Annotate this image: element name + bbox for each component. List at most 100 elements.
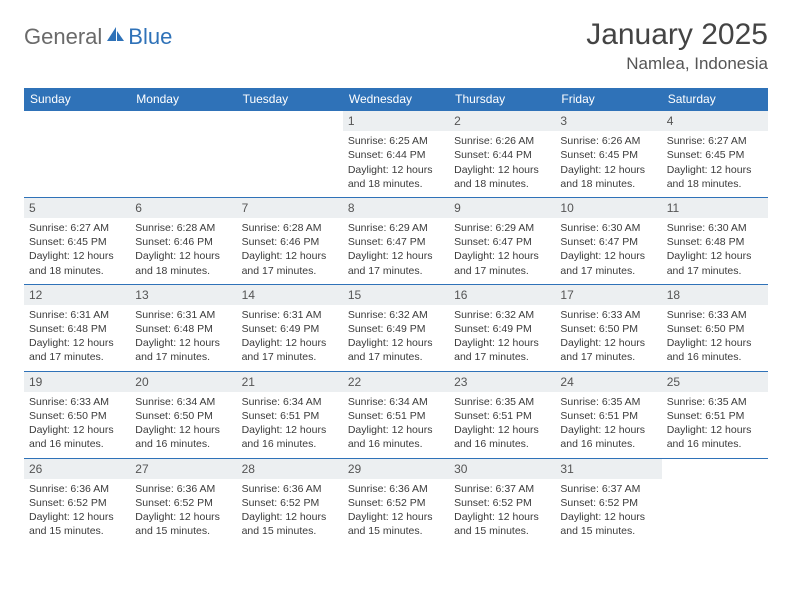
daylight-line: Daylight: 12 hours and 16 minutes.: [348, 423, 444, 451]
sunrise-line: Sunrise: 6:30 AM: [560, 221, 656, 235]
day-number: 5: [24, 198, 130, 218]
sunrise-line: Sunrise: 6:36 AM: [348, 482, 444, 496]
day-number: 23: [449, 372, 555, 392]
daylight-line: Daylight: 12 hours and 17 minutes.: [135, 336, 231, 364]
calendar-day: 16Sunrise: 6:32 AMSunset: 6:49 PMDayligh…: [449, 284, 555, 371]
sunrise-line: Sunrise: 6:25 AM: [348, 134, 444, 148]
day-number: 1: [343, 111, 449, 131]
day-number: 6: [130, 198, 236, 218]
sunset-line: Sunset: 6:51 PM: [667, 409, 763, 423]
sunrise-line: Sunrise: 6:26 AM: [560, 134, 656, 148]
calendar-day: 17Sunrise: 6:33 AMSunset: 6:50 PMDayligh…: [555, 284, 661, 371]
calendar-empty: [24, 111, 130, 198]
sunrise-line: Sunrise: 6:34 AM: [242, 395, 338, 409]
daylight-line: Daylight: 12 hours and 17 minutes.: [242, 249, 338, 277]
sunrise-line: Sunrise: 6:36 AM: [135, 482, 231, 496]
daylight-line: Daylight: 12 hours and 17 minutes.: [29, 336, 125, 364]
sunset-line: Sunset: 6:48 PM: [667, 235, 763, 249]
daylight-line: Daylight: 12 hours and 15 minutes.: [29, 510, 125, 538]
logo-text-general: General: [24, 24, 102, 50]
calendar-day: 22Sunrise: 6:34 AMSunset: 6:51 PMDayligh…: [343, 371, 449, 458]
sunrise-line: Sunrise: 6:32 AM: [348, 308, 444, 322]
day-number: 17: [555, 285, 661, 305]
calendar-day: 31Sunrise: 6:37 AMSunset: 6:52 PMDayligh…: [555, 458, 661, 544]
sunset-line: Sunset: 6:51 PM: [454, 409, 550, 423]
title-block: January 2025 Namlea, Indonesia: [586, 18, 768, 74]
day-number: 31: [555, 459, 661, 479]
sunrise-line: Sunrise: 6:35 AM: [667, 395, 763, 409]
calendar-day: 20Sunrise: 6:34 AMSunset: 6:50 PMDayligh…: [130, 371, 236, 458]
sunrise-line: Sunrise: 6:32 AM: [454, 308, 550, 322]
calendar-day: 28Sunrise: 6:36 AMSunset: 6:52 PMDayligh…: [237, 458, 343, 544]
sunrise-line: Sunrise: 6:37 AM: [454, 482, 550, 496]
daylight-line: Daylight: 12 hours and 18 minutes.: [454, 163, 550, 191]
calendar-day: 25Sunrise: 6:35 AMSunset: 6:51 PMDayligh…: [662, 371, 768, 458]
day-number: 4: [662, 111, 768, 131]
daylight-line: Daylight: 12 hours and 16 minutes.: [135, 423, 231, 451]
calendar-day: 15Sunrise: 6:32 AMSunset: 6:49 PMDayligh…: [343, 284, 449, 371]
calendar-day: 2Sunrise: 6:26 AMSunset: 6:44 PMDaylight…: [449, 111, 555, 198]
day-number: 18: [662, 285, 768, 305]
sunrise-line: Sunrise: 6:26 AM: [454, 134, 550, 148]
sunrise-line: Sunrise: 6:34 AM: [348, 395, 444, 409]
calendar-day: 1Sunrise: 6:25 AMSunset: 6:44 PMDaylight…: [343, 111, 449, 198]
sunset-line: Sunset: 6:52 PM: [135, 496, 231, 510]
calendar-day: 10Sunrise: 6:30 AMSunset: 6:47 PMDayligh…: [555, 197, 661, 284]
calendar-day: 21 Sunrise: 6:34 AMSunset: 6:51 PMDayligh…: [237, 371, 343, 458]
sunrise-line: Sunrise: 6:30 AM: [667, 221, 763, 235]
calendar-day: 7Sunrise: 6:28 AMSunset: 6:46 PMDaylight…: [237, 197, 343, 284]
calendar-day: 11Sunrise: 6:30 AMSunset: 6:48 PMDayligh…: [662, 197, 768, 284]
sunset-line: Sunset: 6:45 PM: [560, 148, 656, 162]
sunset-line: Sunset: 6:48 PM: [29, 322, 125, 336]
calendar-day: 26Sunrise: 6:36 AMSunset: 6:52 PMDayligh…: [24, 458, 130, 544]
sunset-line: Sunset: 6:46 PM: [135, 235, 231, 249]
calendar-day: 6Sunrise: 6:28 AMSunset: 6:46 PMDaylight…: [130, 197, 236, 284]
sunrise-line: Sunrise: 6:27 AM: [29, 221, 125, 235]
calendar-week: 12Sunrise: 6:31 AMSunset: 6:48 PMDayligh…: [24, 284, 768, 371]
sunrise-line: Sunrise: 6:33 AM: [667, 308, 763, 322]
day-number: 30: [449, 459, 555, 479]
sunset-line: Sunset: 6:44 PM: [454, 148, 550, 162]
calendar-table: SundayMondayTuesdayWednesdayThursdayFrid…: [24, 88, 768, 544]
calendar-empty: [662, 458, 768, 544]
calendar-day: 8Sunrise: 6:29 AMSunset: 6:47 PMDaylight…: [343, 197, 449, 284]
day-number: 15: [343, 285, 449, 305]
sunrise-line: Sunrise: 6:29 AM: [454, 221, 550, 235]
day-number: 13: [130, 285, 236, 305]
sunrise-line: Sunrise: 6:37 AM: [560, 482, 656, 496]
calendar-day: 4Sunrise: 6:27 AMSunset: 6:45 PMDaylight…: [662, 111, 768, 198]
sunset-line: Sunset: 6:49 PM: [242, 322, 338, 336]
sunrise-line: Sunrise: 6:31 AM: [135, 308, 231, 322]
dayname-friday: Friday: [555, 88, 661, 111]
sunrise-line: Sunrise: 6:27 AM: [667, 134, 763, 148]
logo-sail-icon: [105, 25, 125, 50]
daylight-line: Daylight: 12 hours and 17 minutes.: [348, 249, 444, 277]
calendar-day: 5Sunrise: 6:27 AMSunset: 6:45 PMDaylight…: [24, 197, 130, 284]
daylight-line: Daylight: 12 hours and 16 minutes.: [29, 423, 125, 451]
sunset-line: Sunset: 6:52 PM: [560, 496, 656, 510]
sunrise-line: Sunrise: 6:28 AM: [242, 221, 338, 235]
calendar-day: 12Sunrise: 6:31 AMSunset: 6:48 PMDayligh…: [24, 284, 130, 371]
header-row: General Blue January 2025 Namlea, Indone…: [24, 18, 768, 74]
daylight-line: Daylight: 12 hours and 16 minutes.: [667, 336, 763, 364]
calendar-empty: [237, 111, 343, 198]
day-number: 28: [237, 459, 343, 479]
day-number: 21: [237, 372, 343, 392]
sunset-line: Sunset: 6:50 PM: [560, 322, 656, 336]
day-number: 20: [130, 372, 236, 392]
location: Namlea, Indonesia: [586, 54, 768, 74]
sunset-line: Sunset: 6:51 PM: [242, 409, 338, 423]
daylight-line: Daylight: 12 hours and 16 minutes.: [242, 423, 338, 451]
calendar-header: SundayMondayTuesdayWednesdayThursdayFrid…: [24, 88, 768, 111]
sunset-line: Sunset: 6:47 PM: [454, 235, 550, 249]
sunrise-line: Sunrise: 6:36 AM: [242, 482, 338, 496]
day-number: 7: [237, 198, 343, 218]
sunrise-line: Sunrise: 6:29 AM: [348, 221, 444, 235]
sunset-line: Sunset: 6:51 PM: [560, 409, 656, 423]
day-number: 3: [555, 111, 661, 131]
sunset-line: Sunset: 6:45 PM: [667, 148, 763, 162]
daylight-line: Daylight: 12 hours and 15 minutes.: [348, 510, 444, 538]
sunset-line: Sunset: 6:52 PM: [242, 496, 338, 510]
dayname-tuesday: Tuesday: [237, 88, 343, 111]
sunrise-line: Sunrise: 6:33 AM: [29, 395, 125, 409]
